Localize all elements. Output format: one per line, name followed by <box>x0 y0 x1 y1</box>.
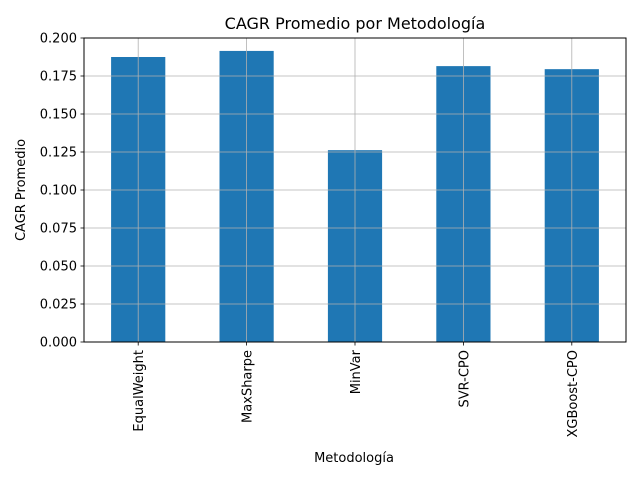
y-tick-label: 0.025 <box>40 298 77 313</box>
y-tick-label: 0.000 <box>40 336 77 351</box>
y-tick-label: 0.200 <box>40 32 77 47</box>
chart-title: CAGR Promedio por Metodología <box>225 14 486 33</box>
y-tick-label: 0.175 <box>40 70 77 85</box>
y-axis: 0.000 0.025 0.050 0.075 0.100 0.125 0.150 0.175… <box>40 32 84 351</box>
x-tick-label: SVR-CPO <box>457 350 472 408</box>
x-tick-label: XGBoost-CPO <box>566 350 581 438</box>
x-tick-label: MaxSharpe <box>241 350 256 423</box>
y-axis-label: CAGR Promedio <box>14 139 29 241</box>
x-tick-label: MinVar <box>349 349 364 394</box>
y-tick-label: 0.150 <box>40 108 77 123</box>
y-tick-label: 0.125 <box>40 146 77 161</box>
grid <box>84 37 626 343</box>
x-axis: EqualWeight MaxSharpe MinVar SVR-CPO XGBoost… <box>132 342 581 438</box>
y-tick-label: 0.050 <box>40 260 77 275</box>
x-axis-label: Metodología <box>314 451 394 466</box>
y-tick-label: 0.100 <box>40 184 77 199</box>
y-tick-label: 0.075 <box>40 222 77 237</box>
x-tick-label: EqualWeight <box>132 350 147 432</box>
